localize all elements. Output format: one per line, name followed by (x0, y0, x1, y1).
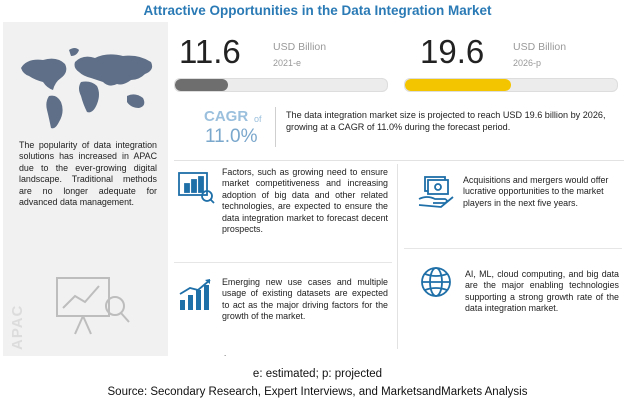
world-map-icon (21, 48, 153, 129)
analytics-board-icon (178, 172, 215, 204)
projected-market-value: 19.6 (420, 33, 485, 70)
market-overview: 11.6 USD Billion 2021-e 19.6 USD Billion… (168, 22, 632, 358)
divider (174, 160, 624, 161)
divider (404, 248, 622, 249)
card-text: Emerging new use cases and multiple usag… (222, 277, 388, 322)
cagr-value: 11.0% (205, 126, 258, 147)
presentation-board-icon (56, 277, 130, 335)
stray-dot: . (224, 349, 227, 358)
cagr-label: CAGR (204, 108, 249, 125)
page-title: Attractive Opportunities in the Data Int… (143, 3, 492, 18)
apac-description: The popularity of data integration solut… (19, 140, 157, 208)
card-text: Acquisitions and mergers would offer luc… (463, 175, 609, 208)
divider (275, 107, 276, 147)
projected-market-bar (404, 78, 618, 92)
projected-market-unit: USD Billion (513, 41, 567, 53)
current-market-value: 11.6 (179, 33, 241, 70)
market-summary: The data integration market size is proj… (286, 110, 606, 132)
footnote: e: estimated; p: projected (252, 368, 383, 380)
divider (174, 262, 392, 263)
card-text: Factors, such as growing need to ensure … (222, 167, 388, 235)
current-market-year: 2021-e (273, 58, 302, 68)
apac-column: The popularity of data integration solut… (3, 22, 168, 356)
projected-market-bar-fill (405, 79, 511, 91)
source-note: Source: Secondary Research, Expert Inter… (107, 386, 528, 398)
current-market-unit: USD Billion (273, 41, 327, 53)
money-hand-icon (418, 176, 454, 208)
card-text: AI, ML, cloud computing, and big data ar… (465, 269, 619, 314)
projected-market-year: 2026-p (513, 58, 542, 68)
growth-chart-icon (179, 279, 211, 310)
apac-label: APAC (9, 304, 26, 350)
infographic-panel: The popularity of data integration solut… (3, 22, 632, 358)
cagr-of: of (254, 114, 262, 124)
divider (397, 164, 398, 349)
globe-network-icon (421, 267, 451, 297)
current-market-bar-fill (175, 79, 228, 91)
current-market-bar (174, 78, 388, 92)
